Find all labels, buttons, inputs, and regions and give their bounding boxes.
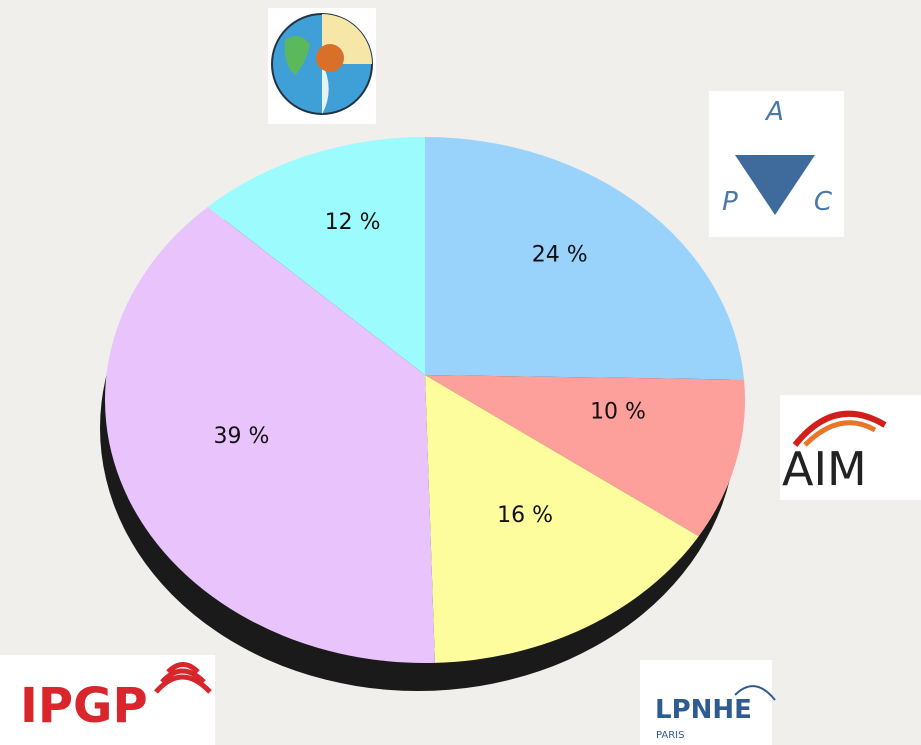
aim-logo: AIM bbox=[780, 395, 921, 500]
ipgp-logo: IPGP bbox=[0, 655, 215, 745]
chart: A P C AIM IPGP LPNHE PARIS 24 % 10 % 16 % 3… bbox=[0, 0, 921, 745]
lpnhe-logo: LPNHE PARIS bbox=[640, 660, 775, 745]
logo-text: C bbox=[814, 187, 833, 217]
value-label: 10 % bbox=[590, 400, 646, 425]
earth-logo bbox=[268, 8, 376, 124]
value-label: 16 % bbox=[497, 503, 553, 528]
value-label: 12 % bbox=[325, 210, 381, 235]
logo-text: LPNHE bbox=[655, 695, 752, 725]
pie bbox=[100, 137, 745, 691]
logo-text: IPGP bbox=[20, 678, 148, 734]
value-label: 39 % bbox=[213, 424, 269, 449]
value-label: 24 % bbox=[532, 242, 588, 267]
logo-text: PARIS bbox=[656, 730, 684, 741]
logo-text: P bbox=[722, 187, 738, 217]
logo-text: A bbox=[764, 97, 784, 127]
apc-logo: A P C bbox=[709, 91, 844, 237]
core bbox=[316, 44, 344, 72]
logo-text: AIM bbox=[782, 442, 867, 496]
